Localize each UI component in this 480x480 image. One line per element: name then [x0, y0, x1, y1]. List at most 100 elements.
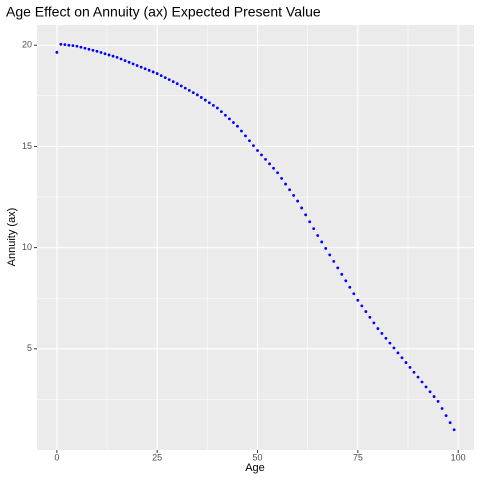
- point: [440, 407, 444, 410]
- x-tick-label: 100: [451, 452, 466, 462]
- point: [147, 68, 151, 72]
- point: [452, 428, 456, 432]
- point: [384, 336, 388, 340]
- point: [416, 375, 420, 379]
- point: [292, 194, 296, 197]
- point: [99, 51, 103, 54]
- point: [131, 62, 135, 66]
- point: [175, 82, 179, 86]
- point: [240, 129, 243, 133]
- point: [424, 385, 428, 389]
- point: [308, 220, 312, 224]
- point: [115, 55, 119, 59]
- point: [408, 366, 412, 369]
- point: [187, 88, 191, 92]
- point: [107, 53, 111, 57]
- point: [432, 395, 436, 398]
- point: [428, 390, 432, 394]
- point: [248, 139, 251, 143]
- point: [352, 292, 356, 296]
- point: [260, 153, 263, 157]
- point: [75, 44, 79, 48]
- point: [316, 234, 320, 237]
- point: [244, 134, 247, 138]
- point: [388, 341, 392, 345]
- point: [55, 50, 59, 54]
- point: [348, 285, 352, 289]
- point: [123, 59, 127, 63]
- y-tick-label: 15: [22, 141, 32, 151]
- point: [63, 43, 67, 47]
- point: [404, 361, 408, 364]
- x-tick-label: 25: [152, 452, 162, 462]
- chart-title: Age Effect on Annuity (ax) Expected Pres…: [6, 4, 321, 20]
- y-tick-label: 5: [27, 343, 32, 353]
- point: [356, 298, 360, 302]
- point: [59, 42, 63, 46]
- point: [380, 332, 384, 335]
- point: [111, 54, 115, 58]
- point: [211, 103, 215, 107]
- point: [103, 52, 107, 56]
- point: [252, 144, 255, 148]
- x-tick-label: 50: [252, 452, 262, 462]
- point: [360, 304, 364, 308]
- point: [420, 380, 424, 384]
- point: [332, 259, 336, 263]
- point: [372, 321, 376, 325]
- point: [256, 149, 259, 152]
- point: [340, 272, 344, 276]
- point: [155, 72, 159, 75]
- point: [268, 162, 271, 166]
- point: [183, 86, 187, 90]
- point: [276, 171, 279, 175]
- point: [127, 60, 131, 64]
- x-axis-label: Age: [245, 462, 265, 474]
- point: [324, 247, 328, 250]
- point: [436, 400, 440, 403]
- point: [119, 57, 123, 61]
- point: [215, 106, 219, 110]
- point: [171, 80, 175, 84]
- point: [284, 182, 287, 186]
- point: [191, 91, 195, 94]
- point: [264, 157, 267, 161]
- point: [151, 70, 155, 74]
- point: [179, 84, 183, 88]
- point: [344, 279, 348, 283]
- x-tick-label: 75: [353, 452, 363, 462]
- point: [228, 117, 231, 121]
- point: [288, 188, 292, 192]
- point: [224, 113, 227, 117]
- point: [83, 46, 87, 50]
- point: [163, 76, 167, 80]
- point: [376, 327, 380, 330]
- point: [304, 213, 308, 217]
- point: [328, 253, 332, 257]
- y-tick-label: 20: [22, 40, 32, 50]
- point: [135, 64, 139, 67]
- point: [79, 45, 83, 49]
- point: [320, 240, 324, 244]
- point: [195, 93, 199, 97]
- point: [167, 78, 171, 82]
- point: [143, 67, 147, 71]
- point: [392, 346, 396, 350]
- point: [199, 96, 203, 99]
- point: [312, 227, 316, 230]
- point: [444, 414, 448, 417]
- point: [296, 199, 300, 203]
- point: [400, 356, 404, 360]
- point: [207, 101, 211, 105]
- point: [87, 47, 91, 51]
- x-tick-label: 0: [54, 452, 59, 462]
- y-axis-label: Annuity (ax): [6, 208, 18, 267]
- point: [71, 44, 75, 48]
- point: [159, 74, 163, 77]
- point: [219, 110, 223, 114]
- point: [203, 98, 207, 102]
- y-tick-label: 10: [22, 242, 32, 252]
- point: [300, 206, 304, 210]
- point: [396, 351, 400, 355]
